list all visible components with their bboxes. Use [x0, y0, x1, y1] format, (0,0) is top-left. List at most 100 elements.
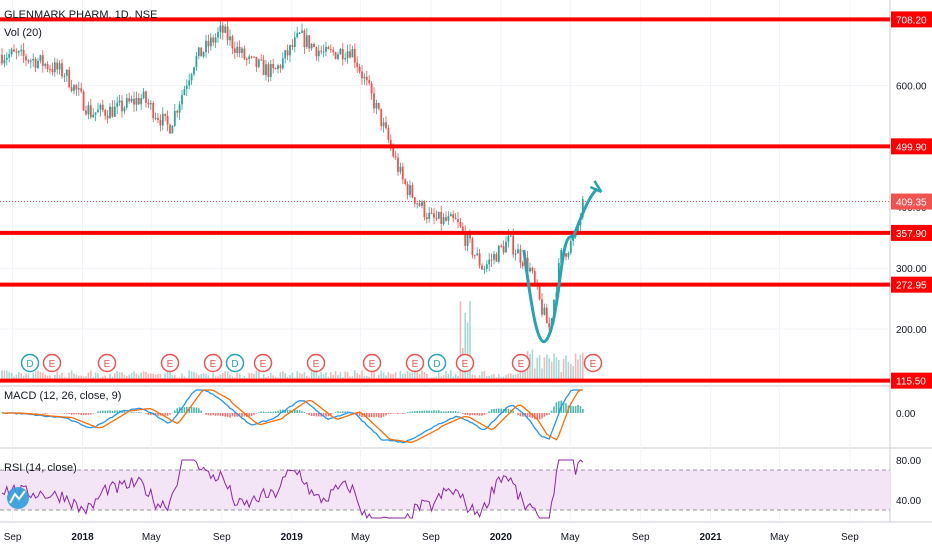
earnings-marker[interactable]: E [511, 353, 531, 373]
candle-body [142, 91, 145, 99]
volume-bar [44, 374, 46, 380]
macd-hist-bar [46, 413, 49, 414]
volume-bar [32, 372, 34, 380]
candle-body [411, 185, 414, 198]
candle-body [260, 59, 263, 61]
level-label[interactable]: 357.90 [896, 229, 927, 240]
dividend-marker[interactable]: D [427, 353, 447, 373]
volume-bar [164, 373, 166, 380]
level-label[interactable]: 499.90 [896, 142, 927, 153]
macd-hist-bar [219, 413, 222, 416]
earnings-marker[interactable]: E [203, 353, 223, 373]
macd-hist-bar [538, 413, 541, 420]
volume-bar [238, 373, 241, 380]
volume-bar [39, 371, 42, 380]
volume-bar [289, 375, 291, 380]
macd-hist-bar [234, 413, 236, 417]
candle-body [380, 108, 383, 127]
volume-bar [140, 372, 142, 380]
level-label[interactable]: 272.95 [896, 281, 927, 292]
earnings-marker[interactable]: E [160, 353, 180, 373]
macd-hist-bar [92, 413, 94, 414]
volume-bar [270, 373, 272, 380]
level-label-bg[interactable] [891, 138, 932, 155]
earnings-marker[interactable]: E [306, 353, 326, 373]
volume-bar [310, 370, 313, 380]
earnings-marker[interactable]: E [253, 353, 273, 373]
level-label[interactable]: 708.20 [896, 15, 927, 26]
macd-hist-bar [164, 413, 166, 416]
horizontal-levels[interactable] [0, 17, 890, 383]
level-label-bg[interactable] [891, 372, 932, 389]
earnings-marker[interactable]: E [97, 353, 117, 373]
last-price-label[interactable]: 409.35 [896, 198, 927, 209]
earnings-marker[interactable]: E [362, 353, 382, 373]
macd-hist-bar [522, 413, 524, 417]
volume-bar [358, 374, 361, 380]
volume-bar [212, 372, 214, 380]
volume-bar [94, 372, 97, 380]
candle-body [440, 211, 443, 224]
candle-body [423, 201, 426, 218]
macd-hist-bar [82, 413, 85, 415]
earnings-marker[interactable]: E [42, 353, 62, 373]
candle-body [61, 63, 63, 77]
candle-body [485, 264, 488, 270]
macd-hist-bar [75, 413, 78, 415]
macd-hist-bar [150, 413, 152, 416]
time-axis[interactable]: Sep 2018 May Sep 2019 May Sep 2020 May Sep 2021 May… [4, 532, 860, 543]
volume-bar [70, 370, 73, 380]
indicator-settings-icon[interactable] [7, 487, 29, 509]
cup-arrowhead[interactable] [589, 180, 603, 194]
marker-label: E [369, 359, 376, 370]
time-tick-label: 2021 [699, 532, 722, 543]
macd-hist-bar [90, 413, 92, 415]
symbol-title[interactable]: GLENMARK PHARM, 1D, NSE [4, 9, 158, 21]
earnings-marker[interactable]: E [583, 353, 603, 373]
candle-body [421, 201, 423, 206]
cup-curve[interactable] [522, 187, 599, 344]
volume-bar [198, 375, 200, 380]
highlight-curve[interactable] [522, 180, 603, 344]
volume-label[interactable]: Vol (20) [4, 27, 42, 39]
macd-hist-bar [500, 408, 502, 413]
level-label-bg[interactable] [891, 11, 932, 28]
volume-bar [126, 375, 128, 380]
price-axis[interactable]: 600.00500.00400.00300.00200.00708.20499.… [891, 11, 932, 507]
macd-hist-bar [536, 413, 538, 420]
level-label[interactable]: 115.50 [896, 377, 926, 388]
macd-hist-bar [423, 410, 426, 413]
volume-bar [334, 371, 337, 380]
candle-body [25, 56, 27, 61]
macd-label[interactable]: MACD (12, 26, close, 9) [4, 390, 122, 402]
candle-body [154, 117, 157, 119]
earnings-marker[interactable]: E [455, 353, 475, 373]
candle-body [560, 249, 563, 264]
candle-body [262, 59, 265, 76]
volume-bar [342, 377, 344, 380]
volume-bar [536, 357, 538, 380]
volume-bar [349, 376, 351, 380]
macd-hist-bar [433, 410, 435, 413]
macd-hist-bar [229, 413, 231, 418]
level-label-bg[interactable] [891, 224, 932, 241]
level-label-bg[interactable] [891, 276, 932, 293]
candle-body [531, 267, 534, 272]
macd-hist-bar [70, 413, 73, 415]
dividend-marker[interactable]: D [20, 353, 40, 373]
earnings-marker[interactable]: E [405, 353, 425, 373]
volume-bar [488, 375, 490, 380]
candle-body [164, 113, 167, 116]
volume-bar [466, 322, 469, 380]
volume-bar [255, 370, 258, 380]
rsi-label[interactable]: RSI (14, close) [4, 462, 77, 474]
dividend-marker[interactable]: D [225, 353, 245, 373]
candle-body [89, 105, 92, 118]
macd-hist-bar [190, 406, 193, 413]
candle-body [233, 48, 236, 53]
macd-hist-bar [546, 413, 548, 416]
last-price-label-bg[interactable] [891, 193, 932, 210]
macd-hist-bar [543, 413, 546, 417]
